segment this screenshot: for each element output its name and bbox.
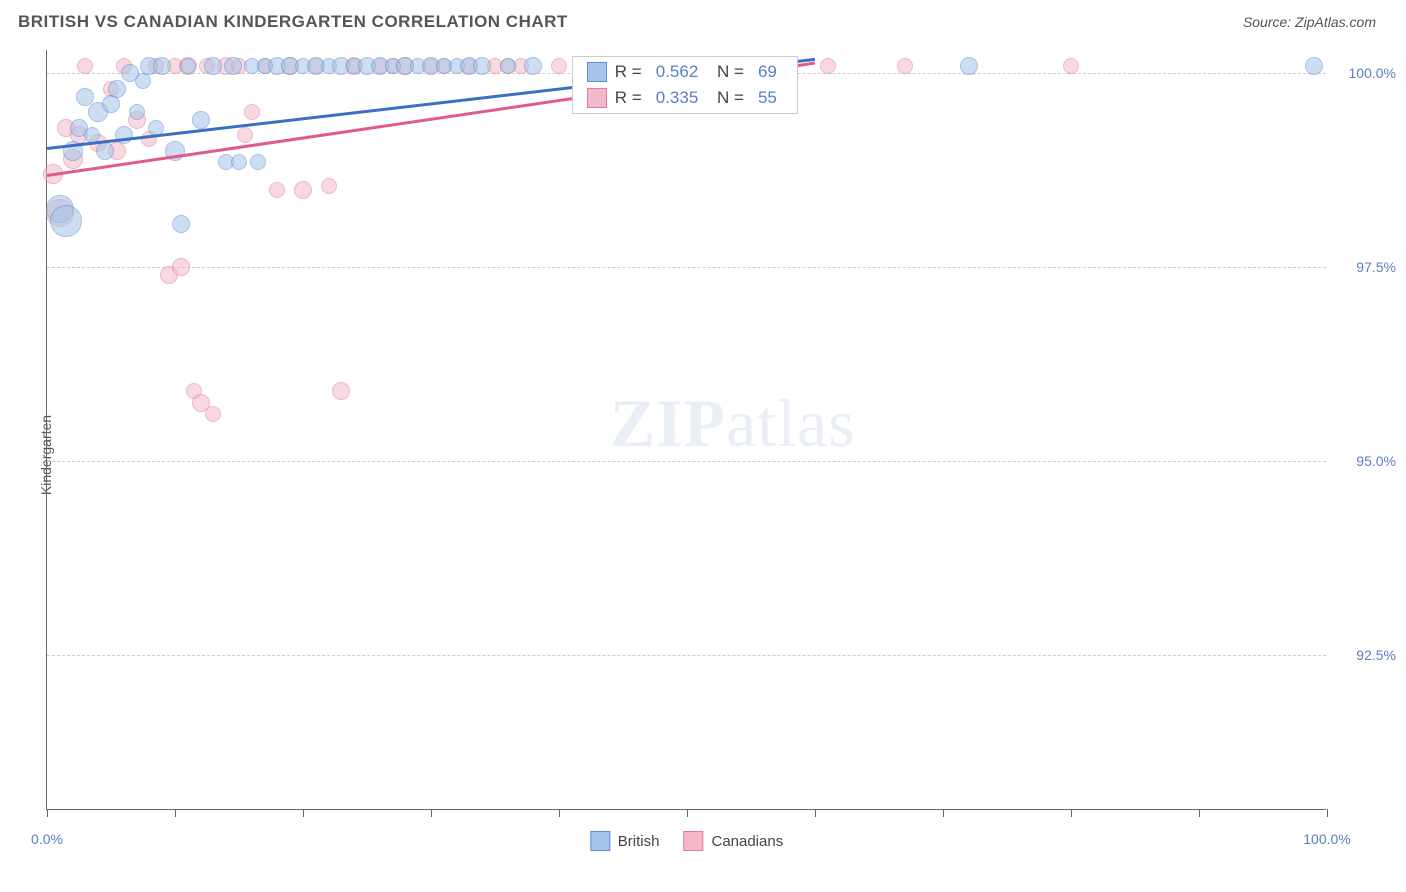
data-point (205, 406, 221, 422)
x-tick (47, 809, 48, 817)
data-point (332, 382, 350, 400)
y-tick-label: 95.0% (1336, 453, 1396, 469)
data-point (172, 215, 190, 233)
series-legend: British Canadians (590, 831, 783, 851)
data-point (473, 57, 491, 75)
data-point (269, 182, 285, 198)
legend-n-label: N = (712, 62, 744, 82)
legend-n-value: 69 (758, 62, 777, 82)
y-tick-label: 92.5% (1336, 647, 1396, 663)
legend-r-value: 0.562 (656, 62, 699, 82)
legend-n-label: N = (712, 88, 744, 108)
data-point (500, 58, 516, 74)
stats-legend: R = 0.562 N = 69 R = 0.335 N = 55 (572, 56, 798, 114)
x-tick (175, 809, 176, 817)
x-tick (943, 809, 944, 817)
x-tick-label: 100.0% (1303, 831, 1350, 847)
watermark: ZIPatlas (610, 384, 856, 463)
legend-r-label: R = (615, 62, 642, 82)
legend-r-label: R = (615, 88, 642, 108)
data-point (551, 58, 567, 74)
y-tick-label: 97.5% (1336, 259, 1396, 275)
source-attribution: Source: ZipAtlas.com (1243, 14, 1376, 30)
data-point (250, 154, 266, 170)
data-point (244, 104, 260, 120)
data-point (129, 104, 145, 120)
x-tick (559, 809, 560, 817)
chart-container: Kindergarten ZIPatlas 92.5%95.0%97.5%100… (0, 40, 1406, 870)
data-point (294, 181, 312, 199)
data-point (224, 57, 242, 75)
x-tick (1071, 809, 1072, 817)
legend-r-value: 0.335 (656, 88, 699, 108)
grid-line (47, 267, 1326, 268)
data-point (108, 80, 126, 98)
legend-n-value: 55 (758, 88, 777, 108)
x-tick (815, 809, 816, 817)
data-point (102, 95, 120, 113)
grid-line (47, 461, 1326, 462)
x-tick (303, 809, 304, 817)
legend-swatch (683, 831, 703, 851)
chart-title: BRITISH VS CANADIAN KINDERGARTEN CORRELA… (18, 12, 568, 32)
x-tick (431, 809, 432, 817)
series-legend-item: Canadians (683, 831, 783, 851)
x-tick-label: 0.0% (31, 831, 63, 847)
legend-swatch (587, 62, 607, 82)
data-point (96, 142, 114, 160)
data-point (204, 57, 222, 75)
legend-swatch (587, 88, 607, 108)
data-point (172, 258, 190, 276)
data-point (1063, 58, 1079, 74)
data-point (960, 57, 978, 75)
data-point (153, 57, 171, 75)
series-legend-label: Canadians (711, 833, 783, 850)
data-point (180, 58, 196, 74)
plot-area: ZIPatlas 92.5%95.0%97.5%100.0%0.0%100.0%… (46, 50, 1326, 810)
stats-legend-row: R = 0.335 N = 55 (573, 85, 797, 111)
series-legend-item: British (590, 831, 660, 851)
data-point (231, 154, 247, 170)
data-point (820, 58, 836, 74)
data-point (192, 111, 210, 129)
legend-swatch (590, 831, 610, 851)
data-point (524, 57, 542, 75)
grid-line (47, 655, 1326, 656)
y-tick-label: 100.0% (1336, 65, 1396, 81)
x-tick (687, 809, 688, 817)
data-point (897, 58, 913, 74)
data-point (115, 126, 133, 144)
data-point (1305, 57, 1323, 75)
data-point (321, 178, 337, 194)
x-tick (1327, 809, 1328, 817)
data-point (135, 73, 151, 89)
data-point (77, 58, 93, 74)
x-tick (1199, 809, 1200, 817)
stats-legend-row: R = 0.562 N = 69 (573, 59, 797, 85)
data-point (237, 127, 253, 143)
series-legend-label: British (618, 833, 660, 850)
data-point (50, 205, 82, 237)
